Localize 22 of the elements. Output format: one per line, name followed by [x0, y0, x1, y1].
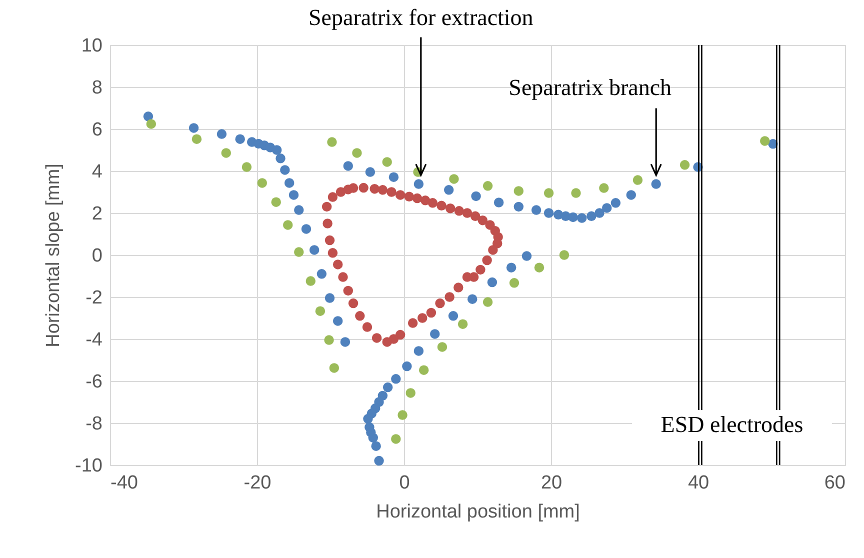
y-tick-label: -4	[86, 330, 103, 350]
x-tick-label: 40	[688, 472, 710, 494]
y-tick-label: -10	[75, 456, 102, 476]
annotation: Separatrix branch	[508, 75, 672, 100]
y-tick-label: 10	[81, 36, 102, 56]
y-tick-label: 4	[92, 162, 103, 182]
y-tick-label: -8	[86, 414, 102, 434]
y-tick-label: 2	[92, 204, 102, 224]
x-axis-title: Horizontal position [mm]	[376, 502, 580, 522]
y-tick-label: -6	[86, 372, 102, 392]
x-tick-label: -20	[244, 472, 272, 494]
y-tick-label: -2	[86, 288, 102, 308]
y-tick-label: 8	[92, 78, 102, 98]
x-tick-label: 20	[540, 472, 562, 494]
x-tick-label: 60	[824, 472, 846, 494]
annotation: ESD electrodes	[660, 412, 804, 437]
y-tick-label: 6	[92, 120, 102, 140]
annotation: Separatrix for extraction	[308, 5, 534, 30]
x-tick-label: 0	[399, 472, 410, 494]
x-tick-label: -40	[110, 472, 138, 494]
y-tick-label: 0	[92, 246, 102, 266]
y-axis-title: Horizontal slope [mm]	[43, 164, 64, 348]
